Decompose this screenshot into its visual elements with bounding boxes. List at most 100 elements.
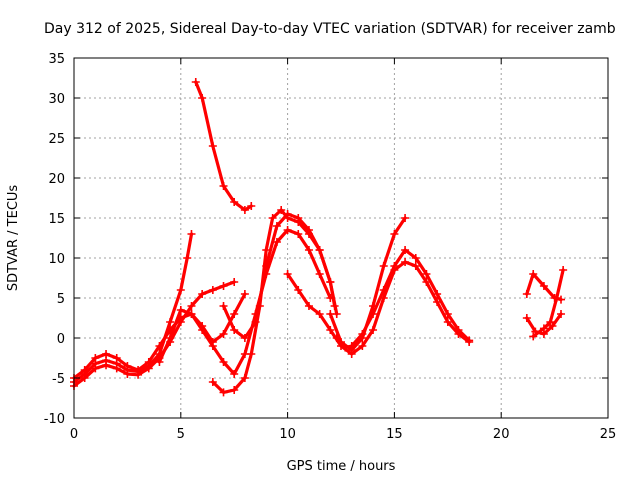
data-point xyxy=(443,318,452,326)
data-point xyxy=(166,334,175,342)
series-track-4 xyxy=(155,226,335,378)
y-tick-label: 0 xyxy=(57,332,65,347)
data-point xyxy=(183,254,192,262)
data-point xyxy=(102,361,111,370)
data-point xyxy=(166,318,175,326)
series-line xyxy=(286,260,471,356)
data-point xyxy=(401,214,410,222)
data-point xyxy=(304,302,313,310)
data-point xyxy=(294,230,303,238)
y-tick-label: 15 xyxy=(48,212,65,227)
data-point xyxy=(187,302,196,310)
data-point xyxy=(522,290,531,298)
data-point xyxy=(187,310,196,318)
data-point xyxy=(219,282,228,290)
data-point xyxy=(187,230,196,238)
data-point xyxy=(401,258,410,266)
y-tick-label: -10 xyxy=(44,412,65,427)
data-point xyxy=(230,278,239,286)
y-tick-label: 5 xyxy=(57,292,65,307)
data-point xyxy=(176,306,185,314)
data-point xyxy=(272,222,281,230)
y-tick-label: 10 xyxy=(48,252,65,267)
data-point xyxy=(422,270,431,278)
y-tick-label: 30 xyxy=(48,92,65,107)
data-point xyxy=(262,262,271,270)
data-point xyxy=(230,198,239,206)
data-point xyxy=(191,78,200,86)
data-point xyxy=(315,310,324,318)
data-point xyxy=(219,388,228,397)
series-layer xyxy=(70,78,568,397)
data-point xyxy=(208,342,217,350)
series-track-3 xyxy=(70,278,239,390)
data-point xyxy=(240,334,249,342)
series-track-7 xyxy=(219,210,341,342)
x-tick-label: 0 xyxy=(70,427,78,442)
data-point xyxy=(326,310,335,318)
series-track-10 xyxy=(332,246,474,352)
tick-labels: 0 5 10 15 20 25 -10 -5 0 5 10 15 20 25 30 35 xyxy=(44,52,617,442)
data-point xyxy=(347,342,356,350)
data-point xyxy=(240,206,249,214)
data-point xyxy=(294,286,303,294)
data-point xyxy=(277,206,286,214)
data-point xyxy=(91,364,100,373)
data-point xyxy=(557,295,566,304)
data-point xyxy=(219,302,228,310)
data-point xyxy=(240,290,249,298)
data-point xyxy=(134,370,143,379)
x-axis-label: GPS time / hours xyxy=(287,459,396,474)
data-point xyxy=(326,278,335,286)
data-point xyxy=(390,262,399,270)
data-point xyxy=(283,210,292,218)
x-tick-label: 10 xyxy=(279,427,296,442)
data-point xyxy=(219,330,228,338)
data-point xyxy=(433,290,442,298)
data-point xyxy=(219,182,228,190)
data-point xyxy=(219,358,228,366)
data-point xyxy=(529,270,538,278)
data-point xyxy=(443,310,452,318)
y-tick-label: 25 xyxy=(48,132,65,147)
data-point xyxy=(198,94,207,102)
data-point xyxy=(465,336,474,345)
data-point xyxy=(369,310,378,318)
data-point xyxy=(539,324,548,333)
data-point xyxy=(369,326,378,334)
x-tick-label: 15 xyxy=(386,427,403,442)
chart-title: Day 312 of 2025, Sidereal Day-to-day VTE… xyxy=(44,21,616,37)
data-point xyxy=(304,246,313,254)
data-point xyxy=(358,330,367,338)
data-point xyxy=(332,334,341,342)
data-point xyxy=(411,254,420,262)
data-point xyxy=(304,226,313,234)
data-point xyxy=(155,358,164,366)
data-point xyxy=(529,332,538,341)
y-tick-label: 20 xyxy=(48,172,65,187)
data-point xyxy=(315,246,324,254)
data-point xyxy=(559,266,568,274)
data-point xyxy=(379,262,388,270)
data-point xyxy=(401,246,410,254)
data-point xyxy=(247,350,256,358)
data-point xyxy=(341,343,350,352)
series-track-13 xyxy=(529,266,568,341)
data-point xyxy=(247,202,256,210)
data-point xyxy=(230,310,239,318)
data-point xyxy=(283,270,292,278)
data-point xyxy=(454,326,463,334)
data-point xyxy=(123,370,132,378)
x-tick-label: 20 xyxy=(493,427,510,442)
y-tick-label: 35 xyxy=(48,52,65,67)
data-point xyxy=(230,326,239,334)
grid xyxy=(74,58,608,418)
data-point xyxy=(240,374,249,382)
data-point xyxy=(268,214,277,222)
x-tick-label: 25 xyxy=(600,427,617,442)
data-point xyxy=(552,294,561,302)
data-point xyxy=(522,314,531,322)
data-point xyxy=(411,262,420,270)
